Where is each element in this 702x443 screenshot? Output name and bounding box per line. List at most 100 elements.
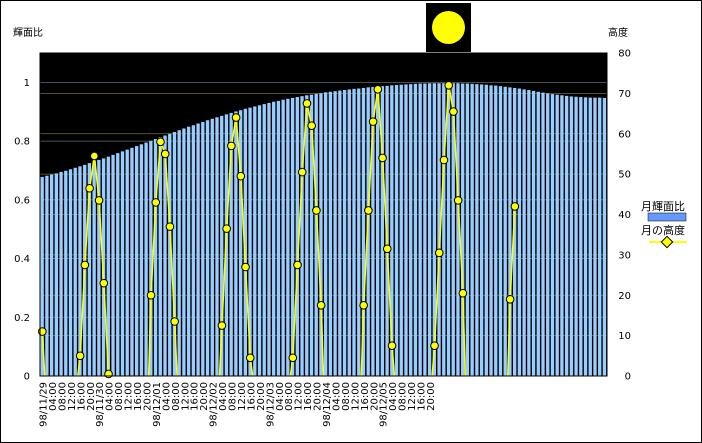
x-tick-label: 04:00 xyxy=(161,382,172,411)
bar-brightness xyxy=(380,86,385,376)
legend-label-altitude: 月の高度 xyxy=(641,223,685,237)
bar-brightness xyxy=(54,173,58,376)
bar-brightness xyxy=(111,154,115,376)
altitude-line-segment xyxy=(310,125,318,211)
y-left-tick-label: 0.8 xyxy=(14,137,30,148)
bar-brightness xyxy=(177,130,181,376)
y-right-tick-label: 40 xyxy=(618,210,631,221)
altitude-line-segment xyxy=(443,85,450,161)
altitude-line-segment xyxy=(88,155,96,189)
x-tick-label: 12:00 xyxy=(180,382,191,411)
altitude-line-segment xyxy=(102,283,110,375)
bar-brightness xyxy=(267,102,271,376)
bar-brightness xyxy=(196,123,200,377)
altitude-line-segment xyxy=(386,248,393,346)
bar-brightness xyxy=(399,84,403,376)
x-tick-label: 98/12/05 xyxy=(379,382,390,427)
altitude-line-segment xyxy=(315,210,322,306)
altitude-point xyxy=(217,321,227,330)
bar-brightness xyxy=(564,95,569,376)
bar-brightness xyxy=(569,96,574,376)
altitude-point xyxy=(382,244,392,254)
legend-marker-altitude xyxy=(660,235,674,249)
bar-brightness xyxy=(276,100,281,376)
bar-brightness xyxy=(229,112,233,376)
altitude-point xyxy=(364,206,373,215)
altitude-point xyxy=(505,294,515,304)
bar-brightness xyxy=(319,93,323,376)
altitude-point xyxy=(245,353,255,363)
altitude-point xyxy=(151,198,161,207)
y-right-tick-label: 50 xyxy=(618,170,631,181)
altitude-point xyxy=(510,202,520,211)
bar-brightness xyxy=(163,135,167,376)
plot-border xyxy=(39,52,608,377)
altitude-line-segment xyxy=(438,159,445,253)
x-tick-label: 04:00 xyxy=(388,382,399,411)
bar-brightness xyxy=(446,83,451,377)
altitude-point xyxy=(104,369,113,379)
bar-brightness xyxy=(583,97,588,377)
x-tick-label: 08:00 xyxy=(398,382,409,411)
bar-brightness xyxy=(423,83,427,377)
altitude-line-segment xyxy=(452,111,459,201)
bar-brightness xyxy=(484,84,488,376)
altitude-point xyxy=(312,206,321,215)
x-tick-label: 16:00 xyxy=(76,382,87,411)
bar-brightness xyxy=(593,97,597,377)
bar-brightness xyxy=(541,92,545,377)
altitude-point xyxy=(368,117,378,126)
altitude-line-segment xyxy=(225,145,233,229)
bar-brightness xyxy=(40,176,44,376)
altitude-point xyxy=(458,288,468,298)
altitude-point xyxy=(387,341,397,351)
bar-brightness xyxy=(68,169,73,376)
altitude-point xyxy=(302,99,312,108)
y-left-tick-label: 0.2 xyxy=(14,313,30,324)
bar-brightness xyxy=(92,161,96,376)
bar-brightness xyxy=(64,170,68,376)
x-tick-label: 20:00 xyxy=(142,382,153,411)
x-tick-label: 98/12/04 xyxy=(322,382,333,427)
altitude-point xyxy=(430,341,439,351)
altitude-line-segment xyxy=(320,305,325,377)
bar-brightness xyxy=(409,84,413,376)
bar-brightness xyxy=(120,151,125,376)
x-tick-label: 08:00 xyxy=(341,382,352,411)
altitude-point xyxy=(434,248,444,258)
y-right-tick-label: 60 xyxy=(618,129,631,140)
altitude-line-segment xyxy=(381,157,389,249)
bar-brightness xyxy=(210,118,214,377)
altitude-line-segment xyxy=(291,264,299,358)
altitude-line-segment xyxy=(367,121,374,211)
x-tick-label: 16:00 xyxy=(417,382,428,411)
bar-brightness xyxy=(281,99,285,377)
bar-brightness xyxy=(508,87,512,376)
bar-brightness xyxy=(418,83,422,377)
x-tick-label: 08:00 xyxy=(228,382,239,411)
bar-brightness xyxy=(531,90,536,376)
bar-brightness xyxy=(475,84,479,376)
altitude-point xyxy=(222,224,231,233)
x-tick-label: 16:00 xyxy=(133,382,144,411)
altitude-line-segment xyxy=(240,176,247,268)
bar-brightness xyxy=(257,105,262,376)
altitude-point xyxy=(160,149,170,159)
bar-brightness xyxy=(517,88,522,376)
bar-brightness xyxy=(494,85,498,377)
x-tick-label: 20:00 xyxy=(86,382,97,411)
bar-brightness xyxy=(366,87,370,376)
legend-label-brightness: 月輝面比 xyxy=(641,200,685,213)
altitude-point xyxy=(80,260,90,270)
bar-brightness xyxy=(479,84,484,376)
altitude-line-segment xyxy=(218,325,223,377)
bar-brightness xyxy=(546,93,550,376)
altitude-point xyxy=(231,113,241,122)
x-tick-label: 98/12/02 xyxy=(209,382,220,427)
bar-brightness xyxy=(158,137,162,376)
x-tick-label: 20:00 xyxy=(256,382,267,411)
bar-brightness xyxy=(220,115,224,376)
altitude-line-segment xyxy=(360,305,365,377)
